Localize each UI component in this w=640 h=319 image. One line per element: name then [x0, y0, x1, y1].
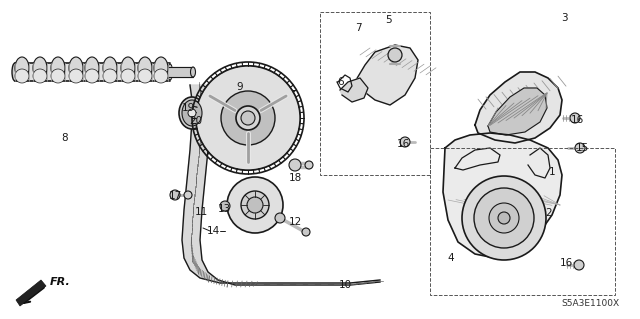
- Text: 17: 17: [168, 191, 182, 201]
- Bar: [320, 12, 430, 175]
- Circle shape: [489, 203, 519, 233]
- Circle shape: [170, 190, 180, 200]
- Text: 18: 18: [289, 173, 301, 183]
- Bar: [430, 148, 615, 295]
- Circle shape: [196, 66, 300, 170]
- Ellipse shape: [33, 57, 47, 79]
- Text: 6: 6: [338, 77, 344, 87]
- Circle shape: [241, 111, 255, 125]
- Text: 3: 3: [561, 13, 567, 23]
- Ellipse shape: [188, 109, 196, 117]
- Ellipse shape: [154, 69, 168, 83]
- Text: 7: 7: [355, 23, 362, 33]
- Ellipse shape: [15, 69, 29, 83]
- Text: 5: 5: [386, 15, 392, 25]
- Text: 16: 16: [396, 139, 410, 149]
- Circle shape: [275, 213, 285, 223]
- Ellipse shape: [69, 69, 83, 83]
- Ellipse shape: [103, 69, 117, 83]
- Text: 11: 11: [195, 207, 207, 217]
- Text: 1: 1: [548, 167, 556, 177]
- Ellipse shape: [121, 69, 135, 83]
- Ellipse shape: [12, 63, 18, 81]
- Ellipse shape: [69, 57, 83, 79]
- Ellipse shape: [51, 69, 65, 83]
- Circle shape: [462, 176, 546, 260]
- Circle shape: [184, 191, 192, 199]
- Ellipse shape: [85, 69, 99, 83]
- Ellipse shape: [179, 97, 205, 129]
- Circle shape: [220, 201, 230, 211]
- Ellipse shape: [138, 57, 152, 79]
- Text: 20: 20: [189, 116, 203, 126]
- Text: S5A3E1100X: S5A3E1100X: [562, 299, 620, 308]
- Polygon shape: [488, 88, 547, 135]
- Ellipse shape: [103, 57, 117, 79]
- Text: 9: 9: [237, 82, 243, 92]
- Polygon shape: [16, 280, 46, 306]
- Circle shape: [227, 177, 283, 233]
- Ellipse shape: [138, 69, 152, 83]
- Circle shape: [570, 113, 580, 123]
- Text: 2: 2: [546, 208, 552, 218]
- Circle shape: [289, 159, 301, 171]
- Circle shape: [247, 197, 263, 213]
- Text: 13: 13: [218, 204, 230, 214]
- Text: 4: 4: [448, 253, 454, 263]
- Circle shape: [474, 188, 534, 248]
- Circle shape: [575, 143, 585, 153]
- Text: 19: 19: [181, 103, 195, 113]
- Ellipse shape: [51, 57, 65, 79]
- Circle shape: [400, 137, 410, 147]
- Circle shape: [221, 91, 275, 145]
- Polygon shape: [340, 78, 368, 102]
- Ellipse shape: [168, 64, 173, 80]
- Text: FR.: FR.: [50, 277, 71, 287]
- Polygon shape: [475, 72, 562, 143]
- Circle shape: [305, 161, 313, 169]
- Ellipse shape: [85, 57, 99, 79]
- Circle shape: [241, 191, 269, 219]
- Ellipse shape: [33, 69, 47, 83]
- Circle shape: [498, 212, 510, 224]
- Circle shape: [302, 228, 310, 236]
- Text: 12: 12: [289, 217, 301, 227]
- Text: 8: 8: [61, 133, 68, 143]
- Ellipse shape: [121, 57, 135, 79]
- Text: 15: 15: [575, 143, 589, 153]
- Polygon shape: [443, 133, 562, 258]
- Circle shape: [196, 66, 300, 170]
- Text: 16: 16: [559, 258, 573, 268]
- Circle shape: [574, 260, 584, 270]
- Polygon shape: [356, 45, 418, 105]
- Text: 10: 10: [339, 280, 351, 290]
- Ellipse shape: [191, 67, 195, 77]
- Text: 16: 16: [570, 115, 584, 125]
- Text: 14: 14: [206, 226, 220, 236]
- Circle shape: [388, 48, 402, 62]
- Ellipse shape: [182, 100, 202, 126]
- Ellipse shape: [154, 57, 168, 79]
- Ellipse shape: [15, 57, 29, 79]
- Circle shape: [236, 106, 260, 130]
- Polygon shape: [182, 85, 380, 285]
